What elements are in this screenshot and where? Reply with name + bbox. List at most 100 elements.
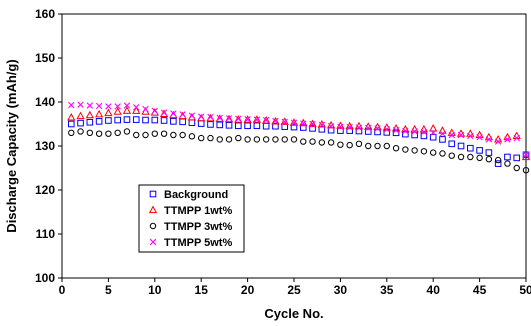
data-point (476, 134, 483, 141)
data-point (365, 142, 372, 150)
data-point (327, 123, 335, 130)
data-point (170, 118, 177, 125)
data-point (522, 151, 530, 158)
data-point (300, 120, 307, 127)
data-point (457, 142, 465, 150)
data-point (281, 123, 289, 130)
data-point (216, 136, 223, 143)
data-point (77, 128, 84, 135)
data-point (253, 122, 261, 130)
data-point (252, 115, 262, 123)
data-point (104, 108, 113, 117)
data-point (522, 167, 530, 174)
data-point (133, 131, 140, 139)
data-point (262, 116, 271, 124)
data-point (383, 126, 390, 133)
data-point (142, 105, 149, 113)
data-point (308, 119, 317, 128)
data-point (207, 134, 214, 142)
data-point (290, 123, 298, 131)
data-point (114, 116, 121, 124)
data-point (392, 145, 400, 152)
y-tick-label: 130 (35, 139, 55, 153)
data-point (235, 122, 242, 130)
data-point (77, 119, 84, 127)
data-point (476, 154, 483, 162)
data-point (142, 116, 149, 124)
data-point (318, 121, 326, 129)
data-point (365, 124, 372, 132)
y-tick-label: 160 (35, 7, 55, 21)
data-point (225, 122, 233, 129)
data-point (289, 118, 299, 126)
x-tick-label: 15 (195, 283, 209, 297)
data-point (105, 117, 112, 124)
data-point (94, 109, 104, 118)
data-point (67, 112, 76, 121)
data-point (235, 134, 242, 142)
data-point (402, 146, 409, 153)
plot-area (61, 13, 527, 279)
data-point (95, 102, 103, 110)
data-point (429, 123, 438, 132)
data-point (392, 126, 400, 134)
data-point (244, 136, 251, 143)
data-point (123, 128, 131, 135)
data-point (467, 153, 474, 161)
data-point (123, 116, 131, 123)
data-point (281, 118, 288, 125)
data-point (504, 153, 511, 161)
data-point (429, 133, 437, 141)
data-point (244, 122, 251, 130)
data-point (485, 149, 493, 156)
series-square (67, 116, 530, 167)
data-point (281, 136, 288, 143)
data-point (95, 118, 103, 125)
legend-marker (149, 190, 157, 198)
data-point (485, 136, 493, 143)
data-point (76, 111, 85, 120)
data-point (439, 150, 446, 157)
data-point (309, 138, 316, 145)
data-point (420, 132, 428, 140)
data-point (113, 107, 122, 115)
data-point (114, 129, 121, 137)
legend-label: TTMPP 5wt% (164, 237, 232, 249)
data-point (160, 130, 168, 137)
data-point (235, 115, 242, 122)
data-point (244, 115, 251, 123)
series-x (68, 101, 530, 158)
data-point (160, 117, 168, 124)
data-point (253, 116, 261, 123)
data-point (170, 110, 177, 117)
data-point (179, 111, 186, 118)
data-point (355, 124, 363, 131)
data-point (207, 121, 214, 128)
data-point (346, 123, 353, 131)
data-point (513, 164, 520, 172)
data-point (188, 133, 196, 140)
data-point (179, 131, 186, 139)
x-tick-label: 20 (241, 283, 255, 297)
data-point (467, 144, 474, 152)
data-point (494, 160, 502, 167)
data-point (448, 152, 455, 159)
data-point (170, 131, 177, 139)
data-point (430, 129, 437, 136)
data-point (374, 125, 381, 132)
data-point (513, 134, 520, 142)
legend-label: TTMPP 1wt% (164, 205, 232, 217)
data-point (309, 120, 316, 128)
data-point (439, 130, 446, 137)
data-point (317, 120, 326, 128)
data-point (337, 127, 344, 134)
axis-ticks: 100 110 120 130 140 150 160 0 5 10 15 20 25 30 35 40 45 5… (35, 7, 531, 297)
x-tick-label: 30 (334, 283, 348, 297)
data-point (133, 104, 140, 111)
x-tick-label: 35 (380, 283, 394, 297)
data-markers (67, 101, 531, 174)
data-point (198, 113, 205, 120)
data-point (494, 138, 502, 145)
data-point (299, 118, 308, 127)
